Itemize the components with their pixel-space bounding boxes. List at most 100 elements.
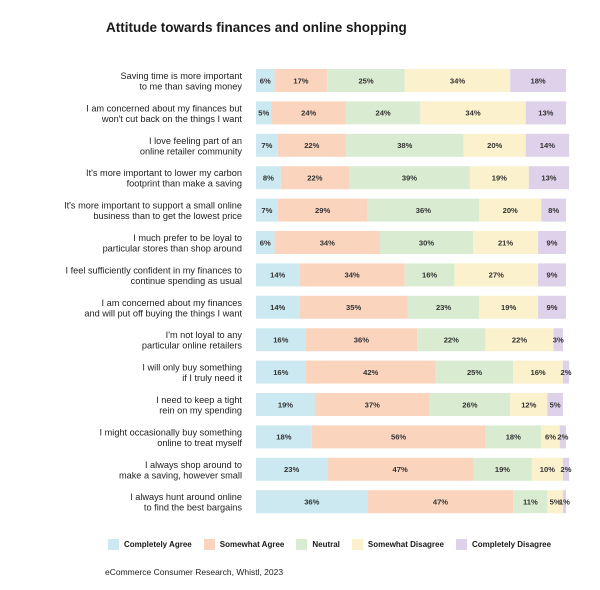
bar-segment xyxy=(562,490,566,514)
data-label: 10% xyxy=(540,465,555,474)
legend-item: Somewhat Disagree xyxy=(351,539,444,550)
data-label: 20% xyxy=(503,206,518,215)
data-label: 47% xyxy=(393,465,408,474)
bar-segment xyxy=(479,295,539,319)
data-label: 56% xyxy=(391,433,406,442)
bar-segment xyxy=(538,231,566,254)
data-label: 6% xyxy=(260,76,271,85)
bar-segment xyxy=(256,198,278,222)
data-label: 29% xyxy=(315,206,330,215)
data-label: 8% xyxy=(548,206,559,215)
data-label: 36% xyxy=(304,498,319,507)
bar-segment xyxy=(305,328,418,352)
data-label: 6% xyxy=(260,238,271,247)
bar-segment xyxy=(311,425,486,449)
legend-label: Completely Agree xyxy=(124,540,192,549)
data-label: 8% xyxy=(263,174,274,183)
data-label: 5% xyxy=(550,400,561,409)
data-label: 30% xyxy=(419,238,434,247)
row-label: I need to keep a tight rein on my spendin… xyxy=(156,395,242,416)
bar-segment xyxy=(256,295,300,319)
legend-swatch xyxy=(203,539,215,550)
data-label: 20% xyxy=(487,141,502,150)
legend-item: Somewhat Agree xyxy=(203,539,284,550)
bar-segment xyxy=(314,393,430,416)
bar-segment xyxy=(367,198,480,222)
data-label: 37% xyxy=(365,400,380,409)
bar-segment xyxy=(345,133,464,157)
bar-segment xyxy=(429,393,511,416)
legend-swatch xyxy=(108,539,119,550)
data-label: 5% xyxy=(550,498,561,507)
data-label: 25% xyxy=(358,76,373,85)
data-label: 16% xyxy=(273,368,288,377)
bar-segment xyxy=(547,490,563,514)
data-label: 2% xyxy=(561,465,572,474)
bar-segment xyxy=(305,360,436,384)
row-label: It's more important to support a small o… xyxy=(64,201,242,222)
bar-segment xyxy=(256,263,300,287)
row-label: Saving time is more important to me than … xyxy=(120,71,242,92)
bar-segment xyxy=(473,231,539,254)
row-label: I always hunt around online to find the b… xyxy=(130,492,242,513)
legend-item: Neutral xyxy=(296,539,340,550)
bar-segment xyxy=(510,393,548,416)
bar-segment xyxy=(559,425,566,449)
row-label: I am concerned about my finances and will… xyxy=(84,298,242,319)
bar-segment xyxy=(553,328,563,352)
bar-segment xyxy=(547,393,563,416)
data-label: 16% xyxy=(422,271,437,280)
data-label: 19% xyxy=(501,303,516,312)
data-label: 23% xyxy=(436,303,451,312)
data-label: 1% xyxy=(559,498,570,507)
data-label: 34% xyxy=(465,109,480,118)
bar-segment xyxy=(345,101,421,125)
data-label: 2% xyxy=(561,368,572,377)
row-label: It's more important to lower my carbon fo… xyxy=(86,168,242,189)
data-label: 39% xyxy=(402,174,417,183)
bar-segment xyxy=(380,231,473,254)
data-label: 27% xyxy=(489,271,504,280)
row-label: I'm not loyal to any particular online re… xyxy=(142,330,242,351)
data-label: 19% xyxy=(278,400,293,409)
bar-segment xyxy=(271,101,346,125)
data-label: 24% xyxy=(301,109,316,118)
bar-segment xyxy=(256,101,272,125)
bar-segment xyxy=(541,425,560,449)
bar-segment xyxy=(280,166,349,190)
bar-segment xyxy=(528,166,570,190)
data-label: 18% xyxy=(276,433,291,442)
data-label: 42% xyxy=(363,368,378,377)
bar-segment xyxy=(274,231,380,254)
bar-segment xyxy=(562,457,570,481)
bar-segment xyxy=(277,198,368,222)
bar-segment xyxy=(538,295,566,319)
data-label: 13% xyxy=(541,174,556,183)
data-label: 22% xyxy=(304,141,319,150)
legend-label: Completely Disagree xyxy=(471,540,552,549)
data-label: 35% xyxy=(346,303,361,312)
data-label: 34% xyxy=(450,76,465,85)
data-label: 9% xyxy=(547,303,558,312)
bar-segment xyxy=(256,328,306,352)
legend-swatch xyxy=(455,539,467,550)
data-label: 18% xyxy=(530,76,545,85)
data-label: 18% xyxy=(506,433,521,442)
bar-segment xyxy=(327,457,473,481)
data-label: 14% xyxy=(540,141,555,150)
bar-segment xyxy=(485,328,554,352)
bar-segment xyxy=(525,101,566,125)
stacked-bar-chart: Saving time is more important to me than … xyxy=(64,69,572,514)
bar-segment xyxy=(256,425,312,449)
bar-segment xyxy=(538,263,566,287)
bar-segment xyxy=(349,166,470,190)
row-label: I might occasionally buy something online… xyxy=(100,427,243,448)
data-label: 19% xyxy=(495,465,510,474)
bar-segment xyxy=(256,69,275,92)
bar-segment xyxy=(327,69,405,92)
data-label: 7% xyxy=(261,141,272,150)
bar-segment xyxy=(256,231,275,254)
data-label: 12% xyxy=(521,400,536,409)
row-label: I much prefer to be loyal to particular s… xyxy=(103,233,242,254)
row-label: I always shop around to make a saving, ho… xyxy=(119,460,242,481)
